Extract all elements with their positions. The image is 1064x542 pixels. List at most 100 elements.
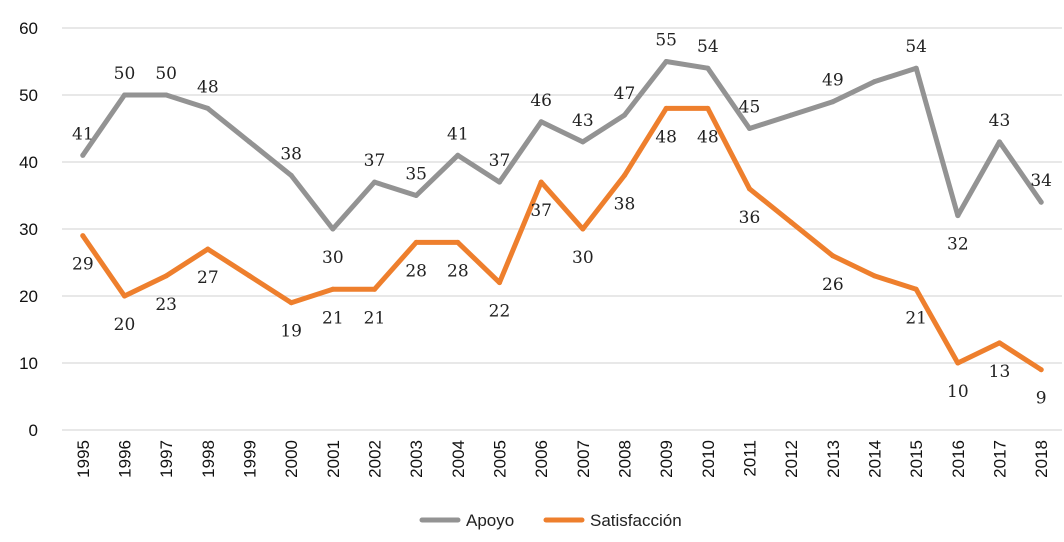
data-label: 48 <box>655 127 677 147</box>
data-point <box>705 105 711 111</box>
data-label: 21 <box>322 308 344 328</box>
data-label: 37 <box>364 151 386 171</box>
data-point <box>247 273 252 279</box>
data-point <box>830 253 836 259</box>
y-tick-label: 10 <box>19 354 38 373</box>
data-label: 13 <box>989 362 1011 382</box>
data-point <box>205 246 211 252</box>
data-point <box>372 286 377 292</box>
x-tick-label: 2005 <box>491 440 510 478</box>
data-label: 28 <box>447 261 469 281</box>
data-label: 45 <box>739 98 761 118</box>
data-point <box>997 340 1002 346</box>
data-point <box>538 179 544 185</box>
data-label: 43 <box>989 111 1011 131</box>
x-tick-label: 1995 <box>74 440 93 478</box>
data-point <box>788 219 794 225</box>
x-tick-label: 2003 <box>407 440 426 478</box>
data-point <box>497 179 502 185</box>
data-point <box>538 119 544 125</box>
x-tick-label: 1998 <box>199 440 218 478</box>
data-label: 43 <box>572 111 594 131</box>
y-tick-label: 0 <box>29 421 38 440</box>
data-point <box>872 273 877 279</box>
x-tick-label: 2000 <box>282 440 301 478</box>
x-tick-label: 2016 <box>949 440 968 478</box>
data-point <box>163 92 169 98</box>
x-tick-label: 2007 <box>574 440 593 478</box>
gridlines <box>62 27 1062 431</box>
data-label: 46 <box>530 91 552 111</box>
data-label: 21 <box>364 308 386 328</box>
data-label: 20 <box>114 315 136 335</box>
x-tick-label: 2009 <box>657 440 676 478</box>
data-label: 26 <box>822 275 844 295</box>
x-axis-ticks: 1995 1996 1997 1998 1999 2000 2001 2002 2003 2004… <box>74 440 1051 478</box>
x-tick-label: 2015 <box>907 440 926 478</box>
x-tick-label: 2002 <box>366 440 385 478</box>
x-tick-label: 2010 <box>699 440 718 478</box>
data-point <box>288 172 294 178</box>
data-point <box>455 239 461 245</box>
data-point <box>80 152 86 158</box>
data-label: 49 <box>822 71 844 91</box>
y-tick-label: 50 <box>19 86 38 105</box>
data-point <box>330 226 336 232</box>
data-point <box>788 112 794 118</box>
data-point <box>413 193 419 198</box>
x-tick-label: 2017 <box>991 440 1010 478</box>
data-point <box>122 92 127 98</box>
data-point <box>663 105 669 111</box>
y-tick-label: 20 <box>19 287 38 306</box>
data-label: 21 <box>905 308 927 328</box>
data-point <box>622 172 627 178</box>
data-label: 35 <box>405 165 427 185</box>
x-tick-label: 2012 <box>782 440 801 478</box>
data-label: 36 <box>739 208 761 228</box>
data-label: 19 <box>280 322 302 342</box>
data-label: 9 <box>1036 389 1047 409</box>
data-label: 37 <box>530 201 552 221</box>
x-tick-label: 2014 <box>866 440 885 478</box>
data-point <box>622 112 627 118</box>
data-point <box>747 126 752 131</box>
series-line-apoyo <box>80 59 1044 232</box>
data-point <box>497 280 502 286</box>
data-point <box>205 105 211 111</box>
data-point <box>913 286 919 292</box>
data-point <box>330 286 336 292</box>
legend-label-satisfaccion: Satisfacción <box>590 511 682 530</box>
data-label: 37 <box>489 151 511 171</box>
data-point <box>872 79 877 85</box>
data-label: 28 <box>405 261 427 281</box>
data-point <box>247 139 252 145</box>
data-point <box>372 179 377 185</box>
data-point <box>580 226 586 232</box>
data-point <box>1038 199 1044 205</box>
data-label: 41 <box>72 124 94 144</box>
x-tick-label: 1996 <box>116 440 135 478</box>
data-point <box>580 139 586 145</box>
data-point <box>955 213 961 219</box>
data-label: 22 <box>489 302 511 322</box>
data-label: 30 <box>322 248 344 268</box>
data-point <box>830 99 836 105</box>
series-line-satisfaccion <box>80 105 1044 373</box>
x-tick-label: 1997 <box>157 440 176 478</box>
x-tick-label: 2013 <box>824 440 843 478</box>
data-label: 41 <box>447 124 469 144</box>
x-tick-label: 2006 <box>532 440 551 478</box>
data-point <box>955 360 961 366</box>
data-label: 29 <box>72 255 94 275</box>
data-label: 34 <box>1030 171 1052 191</box>
data-labels: 41 29 50 20 50 23 48 27 38 19 30 21 37 21 35 28 41 28 37 22… <box>72 31 1052 409</box>
legend-label-apoyo: Apoyo <box>466 511 514 530</box>
data-point <box>747 186 752 192</box>
data-label: 32 <box>947 235 969 255</box>
data-label: 47 <box>614 84 636 104</box>
data-label: 48 <box>697 127 719 147</box>
x-tick-label: 2001 <box>324 440 343 478</box>
data-label: 23 <box>155 295 177 315</box>
data-point <box>455 152 461 158</box>
